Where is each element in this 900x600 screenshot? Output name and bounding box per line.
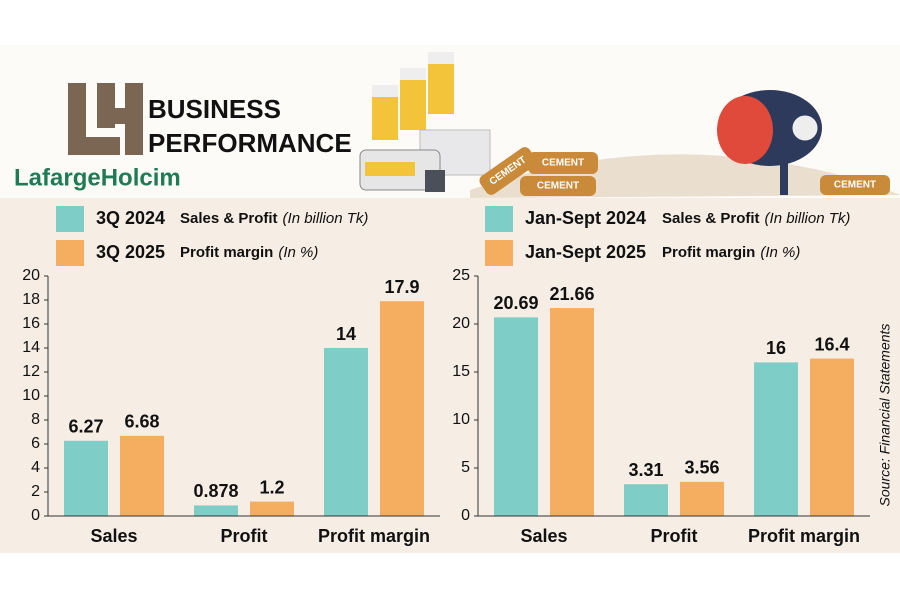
brand: LafargeHolcim	[14, 164, 181, 191]
y-tick-label: 15	[452, 363, 470, 380]
y-tick-label: 4	[31, 459, 40, 476]
value-label: 21.66	[549, 284, 594, 304]
note-unit: (In billion Tk)	[765, 210, 851, 227]
y-tick-label: 20	[22, 267, 40, 284]
y-tick-label: 0	[31, 507, 40, 524]
y-tick-label: 6	[31, 435, 40, 452]
y-tick-label: 16	[22, 315, 40, 332]
value-label: 3.56	[684, 458, 719, 478]
legend-note: Sales & Profit (In billion Tk)	[180, 210, 368, 227]
value-label: 6.68	[124, 412, 159, 432]
y-tick-label: 18	[22, 291, 40, 308]
x-tick-label: Profit	[221, 526, 268, 546]
legend-note: Sales & Profit (In billion Tk)	[662, 210, 850, 227]
value-label: 0.878	[193, 481, 238, 501]
bar	[550, 308, 594, 516]
value-label: 20.69	[493, 293, 538, 313]
legend-swatch	[485, 206, 513, 232]
title-line: PERFORMANCE	[148, 128, 352, 158]
x-tick-label: Sales	[520, 526, 567, 546]
y-tick-label: 25	[452, 267, 470, 284]
legend-swatch	[56, 206, 84, 232]
x-tick-label: Profit	[651, 526, 698, 546]
note-text: Sales & Profit	[662, 210, 760, 227]
y-tick-label: 20	[452, 315, 470, 332]
bar	[754, 362, 798, 516]
bar	[64, 440, 108, 516]
bar	[120, 435, 164, 516]
value-label: 1.2	[259, 477, 284, 497]
bar	[680, 481, 724, 516]
value-label: 3.31	[628, 460, 663, 480]
value-label: 6.27	[68, 417, 103, 437]
legend-swatch	[485, 240, 513, 266]
x-tick-label: Profit margin	[318, 526, 430, 546]
value-label: 14	[336, 324, 356, 344]
y-tick-label: 10	[22, 387, 40, 404]
title-line: BUSINESS	[148, 94, 281, 124]
y-tick-label: 5	[461, 459, 470, 476]
source: Source: Financial Statements	[877, 324, 893, 507]
bag-label: CEMENT	[834, 180, 876, 191]
note-text: Profit margin	[662, 244, 755, 261]
bar	[324, 348, 368, 516]
bar	[380, 301, 424, 516]
legend-label: 3Q 2024	[96, 208, 165, 228]
y-tick-label: 10	[452, 411, 470, 428]
value-label: 17.9	[384, 277, 419, 297]
bar	[624, 484, 668, 516]
note-text: Profit margin	[180, 244, 273, 261]
legend-label: 3Q 2025	[96, 242, 165, 262]
value-label: 16	[766, 338, 786, 358]
y-tick-label: 12	[22, 363, 40, 380]
legend-note: Profit margin (In %)	[180, 244, 318, 261]
y-tick-label: 14	[22, 339, 40, 356]
y-tick-label: 2	[31, 483, 40, 500]
legend-label: Jan-Sept 2025	[525, 242, 646, 262]
bar	[250, 501, 294, 516]
logo-mark	[68, 83, 143, 155]
bar	[810, 358, 854, 516]
x-tick-label: Profit margin	[748, 526, 860, 546]
bag-label: CEMENT	[537, 181, 579, 192]
value-label: 16.4	[814, 334, 849, 354]
note-unit: (In %)	[760, 244, 800, 261]
legend-note: Profit margin (In %)	[662, 244, 800, 261]
bag-label: CEMENT	[542, 158, 584, 169]
legend-swatch	[56, 240, 84, 266]
bar	[194, 505, 238, 516]
note-unit: (In %)	[278, 244, 318, 261]
x-tick-label: Sales	[90, 526, 137, 546]
bar	[494, 317, 538, 516]
note-text: Sales & Profit	[180, 210, 278, 227]
illustration	[359, 52, 900, 198]
note-unit: (In billion Tk)	[283, 210, 369, 227]
y-tick-label: 8	[31, 411, 40, 428]
legend-label: Jan-Sept 2024	[525, 208, 646, 228]
y-tick-label: 0	[461, 507, 470, 524]
